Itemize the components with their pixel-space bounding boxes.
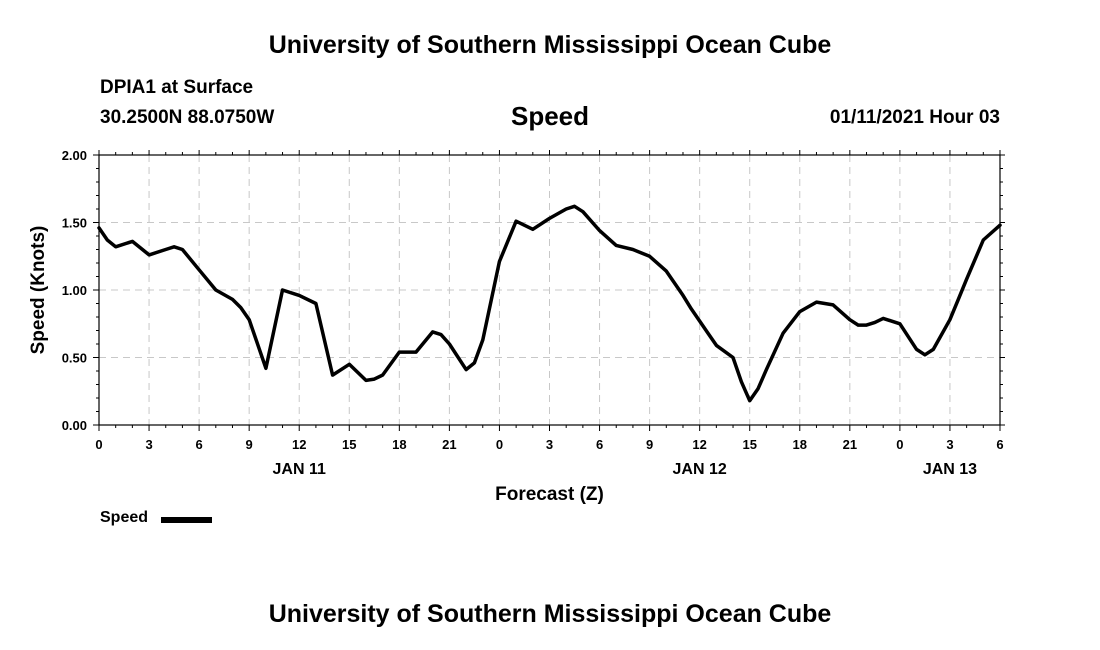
x-tick-label: 3 <box>145 437 152 452</box>
y-tick-label: 1.50 <box>62 216 87 231</box>
x-tick-label: 12 <box>292 437 306 452</box>
legend-swatch-speed <box>161 517 212 523</box>
y-tick-label: 0.00 <box>62 418 87 433</box>
x-tick-label: 18 <box>793 437 807 452</box>
x-tick-label: 15 <box>342 437 356 452</box>
y-tick-label: 2.00 <box>62 148 87 163</box>
coordinates-label: 30.2500N 88.0750W <box>100 107 275 128</box>
x-tick-label: 9 <box>646 437 653 452</box>
y-tick-label: 0.50 <box>62 351 87 366</box>
legend-label-speed: Speed <box>100 509 149 526</box>
x-tick-label: 6 <box>596 437 603 452</box>
date-label: JAN 12 <box>673 461 727 478</box>
x-tick-label: 3 <box>946 437 953 452</box>
x-tick-label: 21 <box>843 437 857 452</box>
x-tick-label: 6 <box>195 437 202 452</box>
x-axis-title: Forecast (Z) <box>495 484 604 505</box>
series-line-speed <box>97 204 1002 403</box>
x-tick-label: 12 <box>692 437 706 452</box>
date-label: JAN 11 <box>273 461 326 478</box>
x-tick-label: 18 <box>392 437 406 452</box>
x-tick-label: 0 <box>95 437 102 452</box>
x-tick-label: 21 <box>442 437 456 452</box>
page-title: University of Southern Mississippi Ocean… <box>268 31 832 59</box>
x-tick-label: 0 <box>496 437 503 452</box>
y-tick-label: 1.00 <box>62 283 87 298</box>
axis-labels: 0 3 6 9 12 15 18 21 0 3 6 9 12 15 18 21 0 3 6 0.00 0.50 1.00 1… <box>62 148 1004 478</box>
forecast-date-label: 01/11/2021 Hour 03 <box>829 107 1000 128</box>
x-tick-label: 9 <box>246 437 253 452</box>
y-axis-title: Speed (Knots) <box>28 226 49 355</box>
x-tick-label: 6 <box>996 437 1003 452</box>
footer-title: University of Southern Mississippi Ocean… <box>268 600 832 628</box>
date-label: JAN 13 <box>923 461 977 478</box>
x-tick-label: 3 <box>546 437 553 452</box>
station-label: DPIA1 at Surface <box>100 77 254 98</box>
chart-title: Speed <box>510 101 590 131</box>
grid <box>99 155 1000 425</box>
x-tick-label: 0 <box>896 437 903 452</box>
x-tick-label: 15 <box>742 437 756 452</box>
plot-frame <box>98 154 1001 426</box>
